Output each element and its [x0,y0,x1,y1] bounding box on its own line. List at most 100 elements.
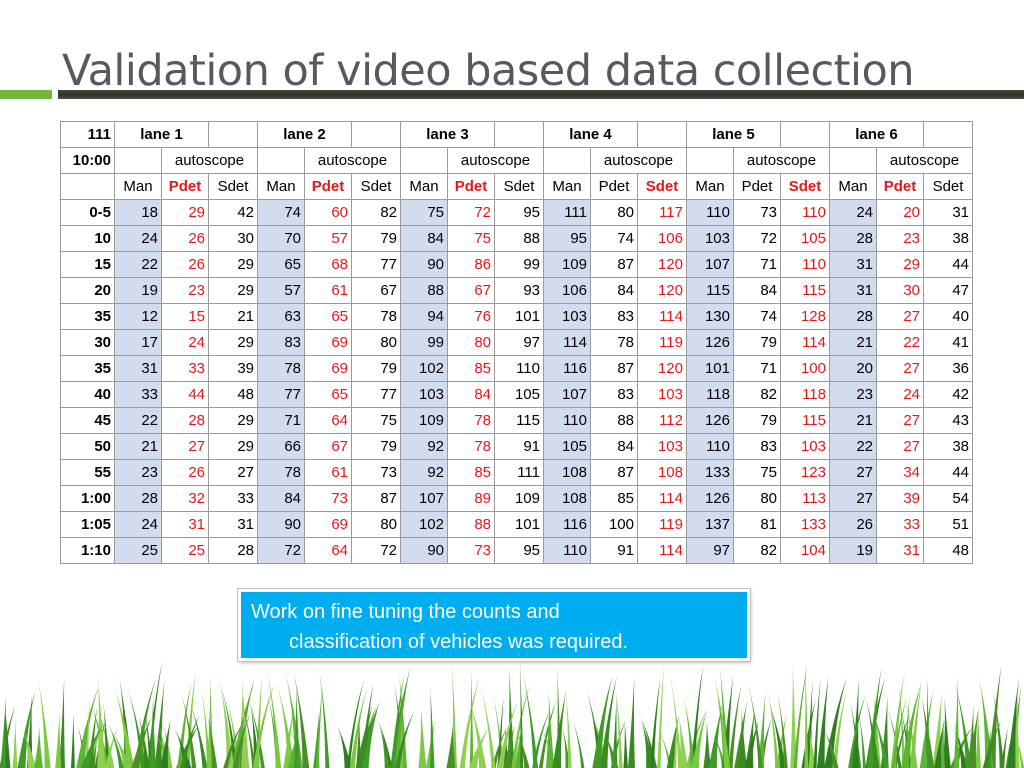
grass-blade [231,685,254,768]
data-cell: 22 [114,251,162,278]
data-cell: 110 [686,433,734,460]
table-row: 1:10 25 25 28 72 64 72 90 73 95 110 91 114 97 82 104 19 3… [60,537,973,564]
data-cell: 85 [590,485,638,512]
grass-blade [776,687,788,768]
method-label-3: autoscope [447,147,544,174]
data-cell: 27 [161,433,209,460]
row-label: 0-5 [60,199,115,226]
data-cell: 76 [447,303,495,330]
grass-blade [942,697,951,768]
data-cell: 29 [208,251,258,278]
data-cell: 31 [829,277,877,304]
data-cell: 27 [876,355,924,382]
data-cell: 25 [114,537,162,564]
method-spacer-1 [114,147,162,174]
data-cell: 51 [923,511,973,538]
data-cell: 87 [351,485,401,512]
grass-blade [832,689,847,768]
data-cell: 97 [686,537,734,564]
grass-blade [390,674,409,768]
grass-blade [111,678,135,768]
data-cell: 107 [400,485,448,512]
data-cell: 78 [351,303,401,330]
grass-blade [709,727,727,768]
grass-blade [691,664,704,768]
data-cell: 75 [351,407,401,434]
data-cell: 67 [447,277,495,304]
data-cell: 65 [257,251,305,278]
lane-spacer-4 [637,121,687,148]
data-cell: 48 [923,537,973,564]
col-header-lane2-man: Man [257,173,305,200]
method-label-4: autoscope [590,147,687,174]
data-cell: 78 [447,407,495,434]
data-cell: 31 [114,355,162,382]
lane-spacer-6 [923,121,973,148]
grass-blade [708,704,723,768]
lane-header-5: lane 5 [686,121,781,148]
data-cell: 109 [543,251,591,278]
data-cell: 107 [543,381,591,408]
data-cell: 100 [780,355,830,382]
data-cell: 72 [447,199,495,226]
grass-blade [356,714,362,768]
data-cell: 24 [114,511,162,538]
data-cell: 88 [447,511,495,538]
col-header-lane3-sdet: Sdet [494,173,544,200]
data-cell: 65 [304,303,352,330]
data-cell: 114 [543,329,591,356]
grass-blade [668,665,682,768]
method-spacer-4 [543,147,591,174]
data-cell: 30 [876,277,924,304]
data-cell: 71 [733,355,781,382]
grass-blade [627,677,635,768]
grass-blade [766,695,787,768]
grass-blade [884,698,902,768]
grass-blade [570,715,585,768]
grass-blade [172,724,192,768]
data-cell: 42 [208,199,258,226]
data-cell: 113 [780,485,830,512]
data-cell: 77 [351,251,401,278]
row-label: 30 [60,329,115,356]
note-line-1: Work on fine tuning the counts and [251,601,560,623]
data-cell: 116 [543,355,591,382]
data-cell: 119 [637,511,687,538]
lane-spacer-1 [208,121,258,148]
data-cell: 12 [114,303,162,330]
data-cell: 137 [686,511,734,538]
data-cell: 110 [494,355,544,382]
grass-blade [1000,727,1008,768]
data-cell: 26 [161,251,209,278]
col-header-lane6-sdet: Sdet [923,173,973,200]
data-cell: 27 [876,407,924,434]
data-cell: 112 [637,407,687,434]
data-cell: 105 [780,225,830,252]
lane-spacer-3 [494,121,544,148]
data-cell: 95 [494,199,544,226]
grass-blade [180,715,200,768]
data-cell: 88 [400,277,448,304]
data-cell: 133 [780,511,830,538]
lane-header-3: lane 3 [400,121,495,148]
data-cell: 79 [733,329,781,356]
data-cell: 33 [208,485,258,512]
grass-blade [766,683,780,768]
data-cell: 22 [829,433,877,460]
data-cell: 105 [494,381,544,408]
grass-blade [103,715,124,768]
data-cell: 39 [876,485,924,512]
grass-blade [978,673,994,768]
data-cell: 33 [114,381,162,408]
data-cell: 133 [686,459,734,486]
grass-blade [81,724,104,768]
data-cell: 92 [400,459,448,486]
data-cell: 82 [733,381,781,408]
data-cell: 36 [923,355,973,382]
data-cell: 74 [590,225,638,252]
grass-blade [154,679,165,768]
data-cell: 114 [637,303,687,330]
data-cell: 57 [304,225,352,252]
grass-blade [728,685,742,768]
